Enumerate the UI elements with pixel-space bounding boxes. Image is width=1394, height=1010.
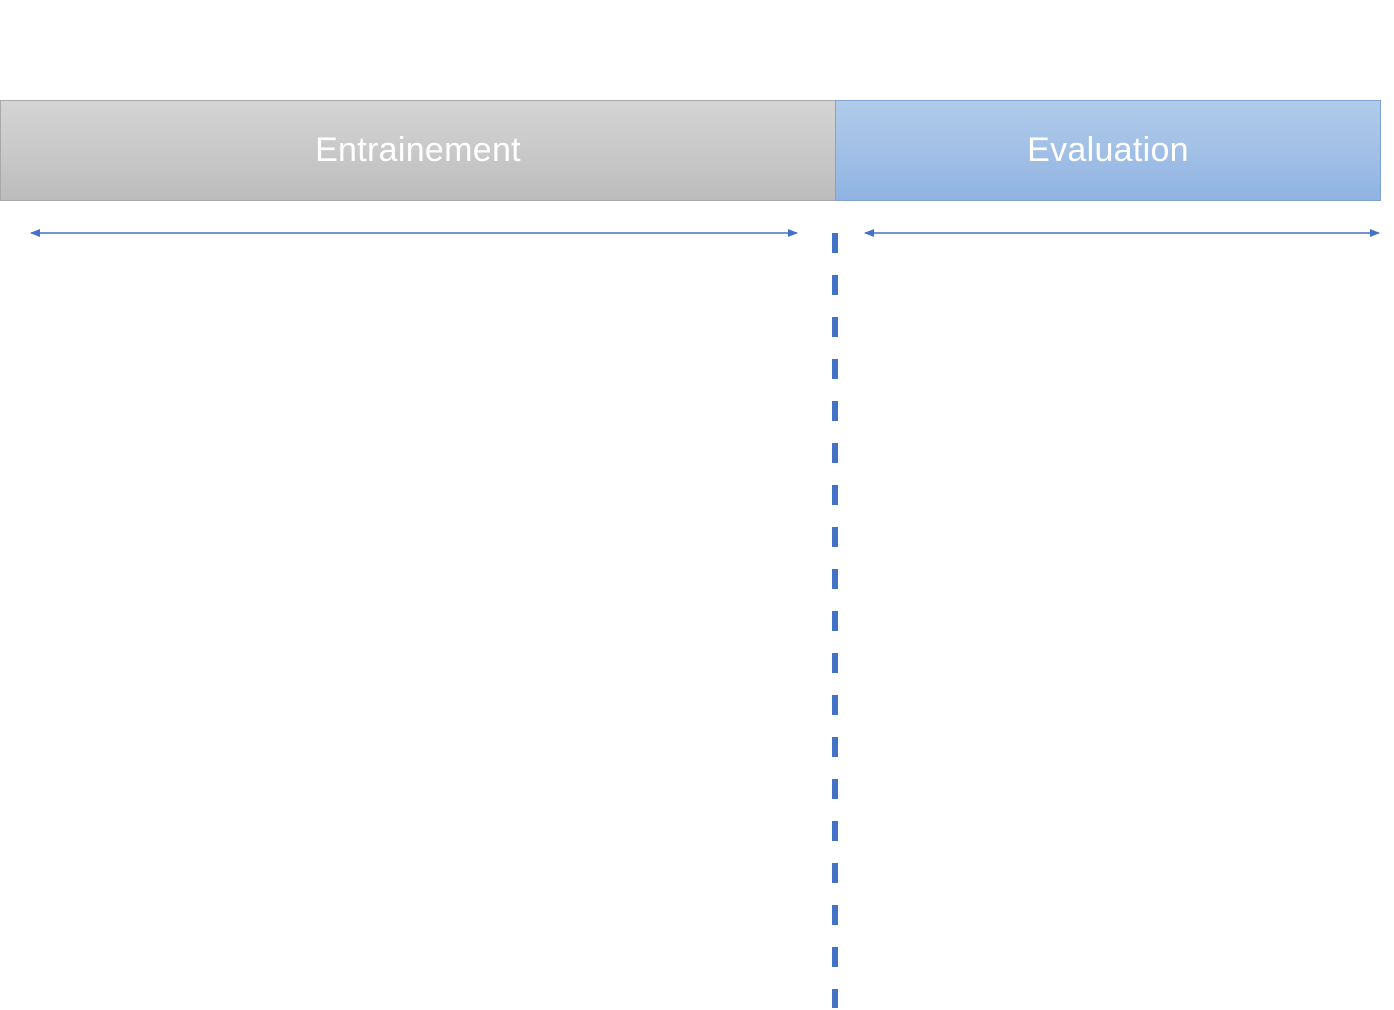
evaluation-label: Evaluation [1027,131,1189,169]
training-label: Entrainement [315,131,521,169]
training-segment: Entrainement [0,100,836,201]
evaluation-segment: Evaluation [835,100,1381,201]
